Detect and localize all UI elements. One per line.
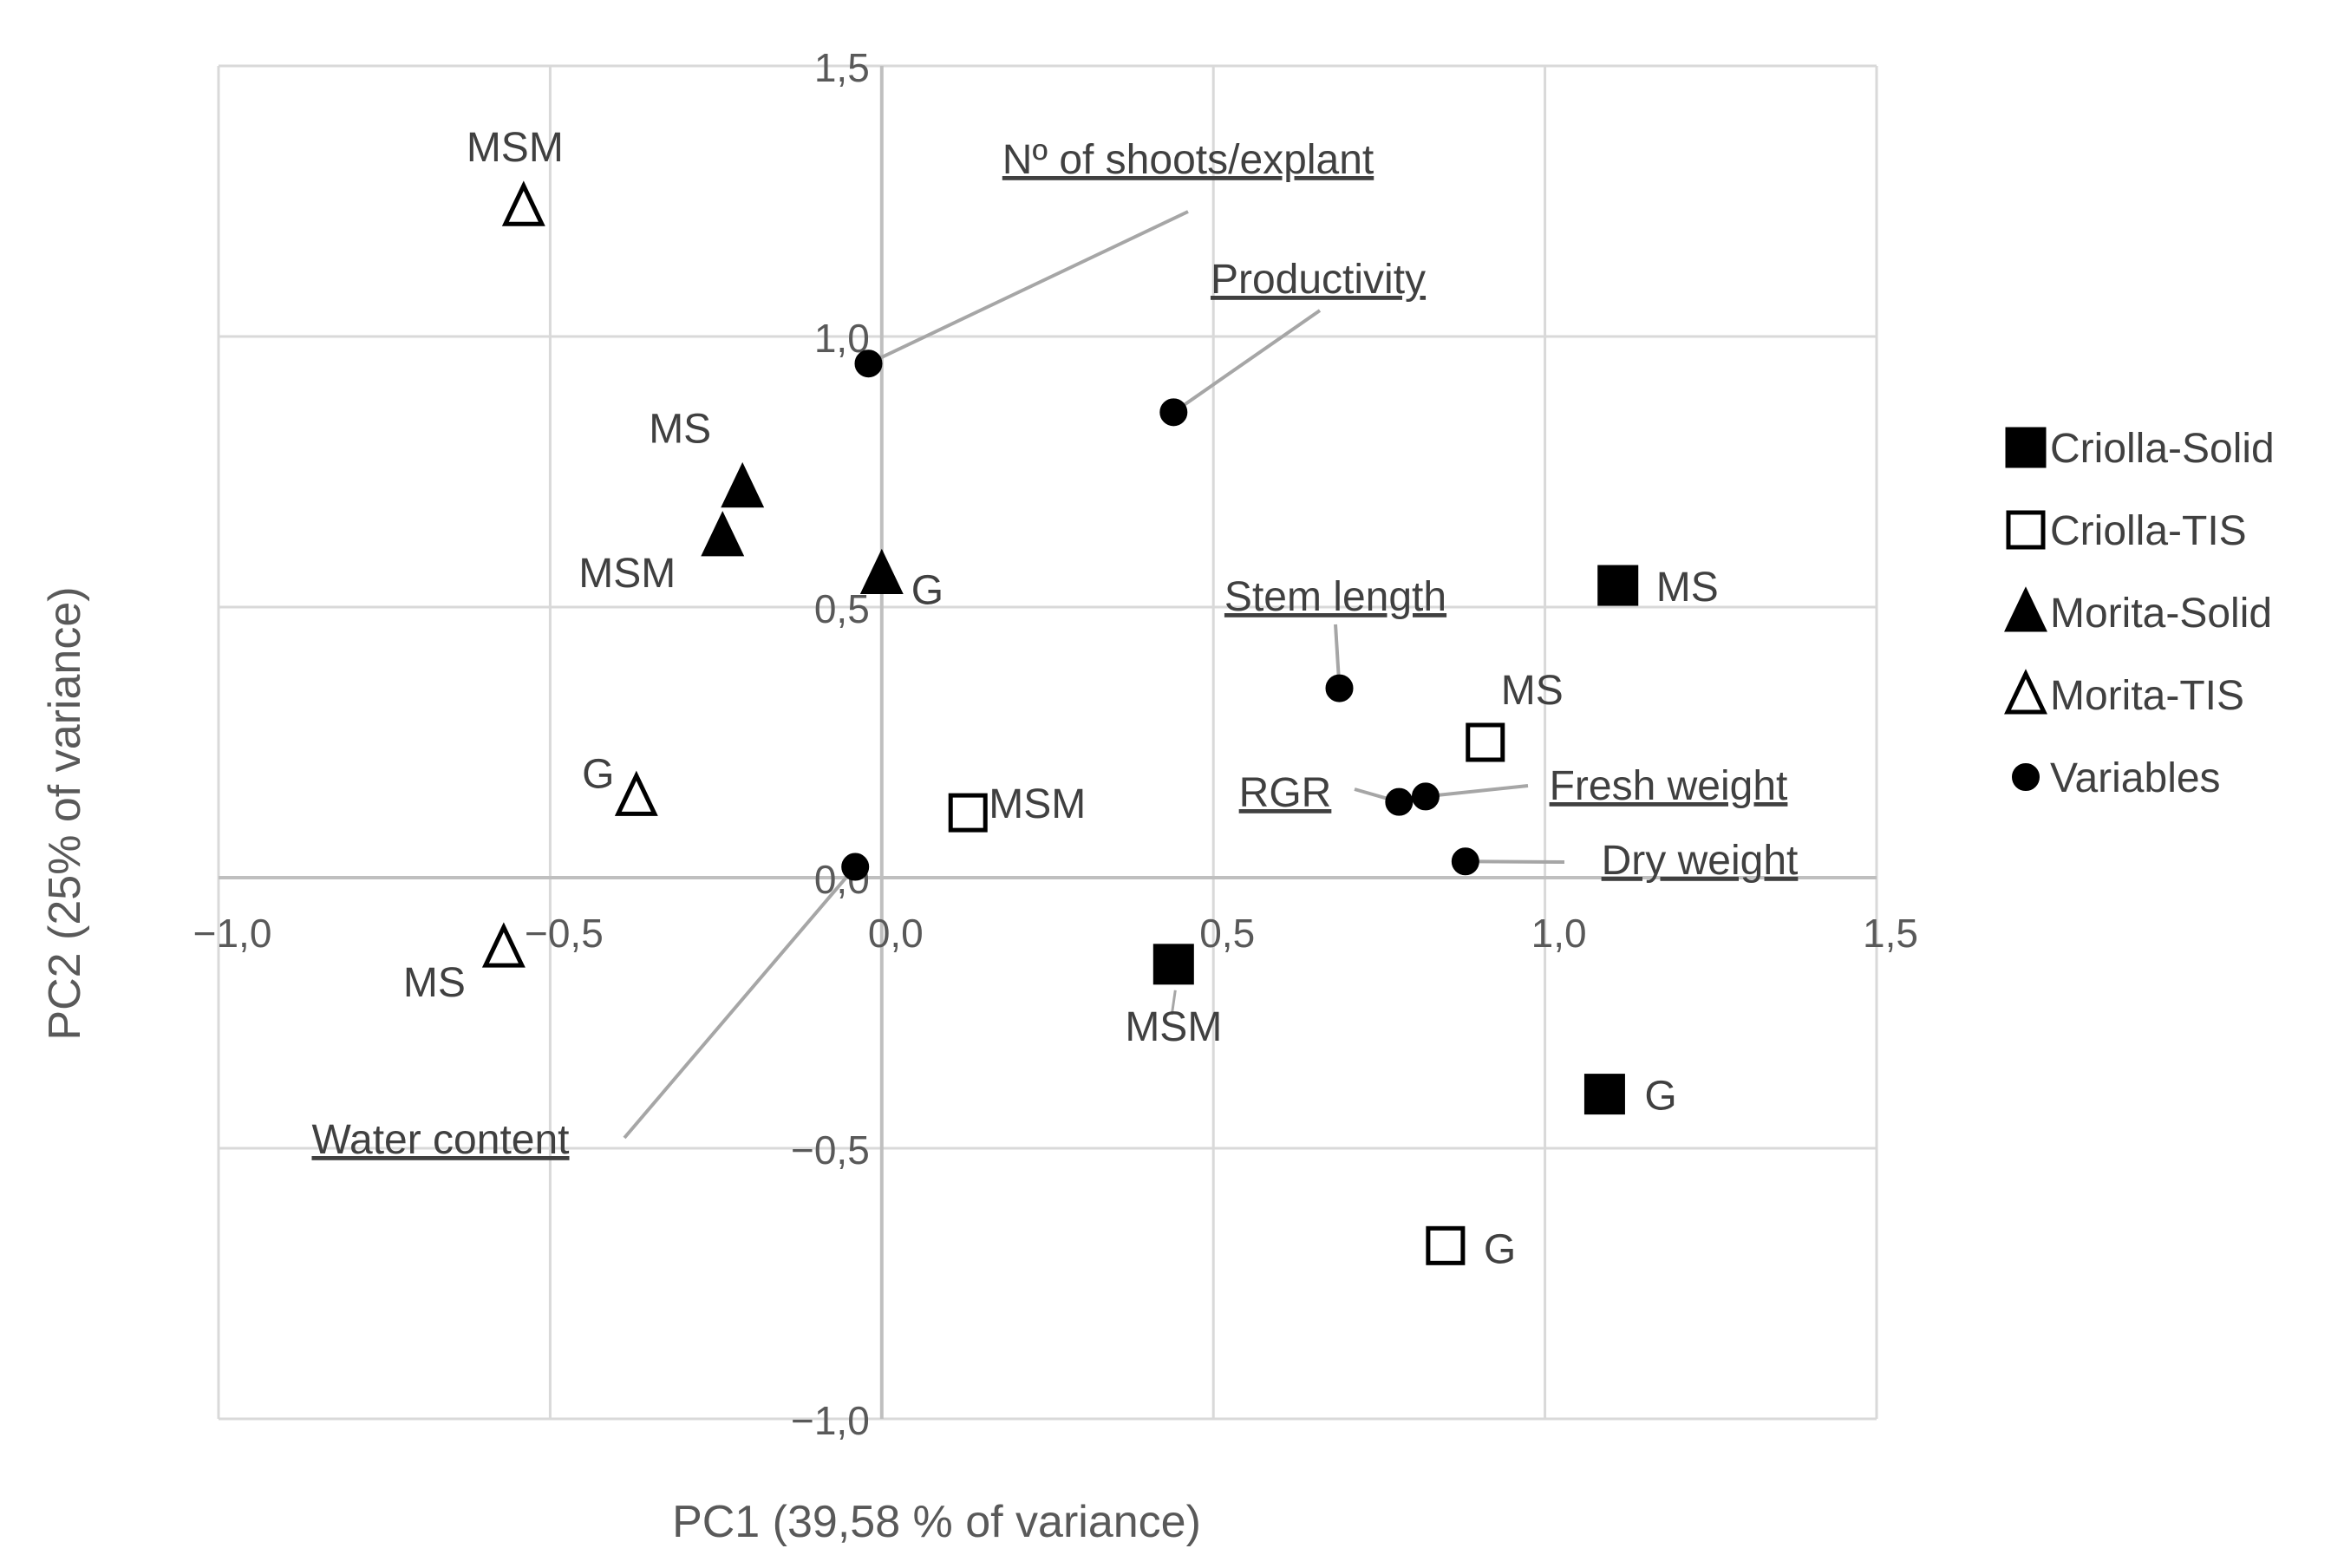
legend-marker — [2006, 510, 2046, 550]
point-morita-tis — [501, 180, 545, 226]
point-label: MS — [1656, 565, 1719, 611]
legend-item: Criolla-TIS — [2006, 508, 2247, 554]
point-morita-solid — [701, 511, 745, 557]
point-label: G — [1644, 1074, 1676, 1120]
legend-item: Variables — [2012, 755, 2221, 801]
data-points — [481, 180, 1639, 1265]
point-label: G — [1484, 1226, 1516, 1272]
point-variables — [1385, 787, 1414, 816]
point-variables — [854, 350, 883, 378]
point-label: G — [582, 751, 614, 797]
point-criolla-tis — [948, 793, 988, 833]
legend-item: Morita-TIS — [2004, 669, 2244, 719]
point-variables — [841, 853, 870, 881]
point-label: MS — [403, 960, 466, 1006]
leader-line — [623, 866, 857, 1140]
legend-label: Morita-TIS — [2050, 673, 2244, 719]
point-criolla-solid — [1583, 1074, 1625, 1115]
x-tick-label: 0,5 — [1199, 911, 1255, 956]
x-tick-label: 0,0 — [868, 911, 924, 956]
point-criolla-tis — [1426, 1225, 1466, 1265]
point-label: MSM — [989, 781, 1086, 827]
variable-leader-lines — [623, 210, 1565, 1140]
point-morita-solid — [721, 461, 765, 508]
variable-label: Productivity — [1211, 257, 1426, 303]
legend-label: Variables — [2050, 755, 2221, 801]
x-tick-label: −0,5 — [525, 911, 604, 956]
x-tick-label: 1,0 — [1531, 911, 1587, 956]
plot-grid — [217, 64, 1878, 1421]
y-tick-label: −0,5 — [791, 1127, 870, 1173]
point-labels: MS MSM G MS MSM G MS MSM G MSM G MS Nº of shoots/exp… — [311, 125, 1798, 1272]
leader-line — [1170, 990, 1177, 1016]
y-tick-label: 1,5 — [814, 45, 870, 90]
tick-labels: −1,0 −0,5 0,0 0,5 1,0 1,51,51,00,50,0−0,5−1,0 — [193, 45, 1918, 1443]
point-criolla-tis — [1466, 722, 1505, 762]
legend-marker — [2004, 669, 2047, 715]
legend-marker — [2005, 427, 2047, 468]
point-variables — [1451, 847, 1479, 876]
point-label: MSM — [467, 125, 564, 171]
x-axis-title: PC1 (39,58 % of variance) — [672, 1497, 1201, 1547]
point-label: MS — [1501, 668, 1564, 714]
point-label: G — [911, 568, 944, 614]
legend-label: Criolla-Solid — [2050, 426, 2275, 472]
x-tick-label: −1,0 — [193, 911, 272, 956]
legend-item: Criolla-Solid — [2005, 426, 2275, 472]
plot-axes — [219, 66, 1877, 1419]
y-tick-label: −1,0 — [791, 1398, 870, 1443]
point-morita-solid — [859, 548, 904, 595]
point-criolla-solid — [1152, 944, 1194, 985]
variable-label: RGR — [1239, 770, 1332, 816]
point-label: MSM — [578, 551, 676, 597]
point-label: MSM — [1125, 1004, 1222, 1050]
leader-line — [867, 210, 1189, 366]
legend-marker — [2004, 586, 2047, 632]
variable-label: Nº of shoots/explant — [1002, 137, 1374, 183]
legend: Criolla-Solid Criolla-TIS Morita-Solid Mori… — [2004, 426, 2275, 801]
legend-item: Morita-Solid — [2004, 586, 2272, 637]
legend-label: Criolla-TIS — [2050, 508, 2247, 554]
variable-label: Dry weight — [1602, 838, 1799, 884]
point-criolla-solid — [1597, 565, 1639, 606]
point-label: MS — [649, 407, 711, 453]
leader-line — [1465, 859, 1565, 864]
variable-label: Stem length — [1224, 574, 1446, 620]
point-variables — [1159, 398, 1188, 427]
legend-marker — [2012, 763, 2040, 791]
legend-label: Morita-Solid — [2050, 591, 2272, 637]
point-variables — [1411, 782, 1440, 811]
point-morita-tis — [481, 922, 526, 968]
y-axis-title: PC2 (25% of variance) — [40, 586, 90, 1040]
leader-line — [1172, 309, 1322, 415]
variable-label: Fresh weight — [1550, 763, 1788, 809]
point-morita-tis — [614, 770, 658, 816]
variable-label: Water content — [311, 1117, 569, 1163]
leader-line — [1425, 784, 1529, 799]
x-tick-label: 1,5 — [1863, 911, 1918, 956]
point-variables — [1325, 674, 1354, 702]
